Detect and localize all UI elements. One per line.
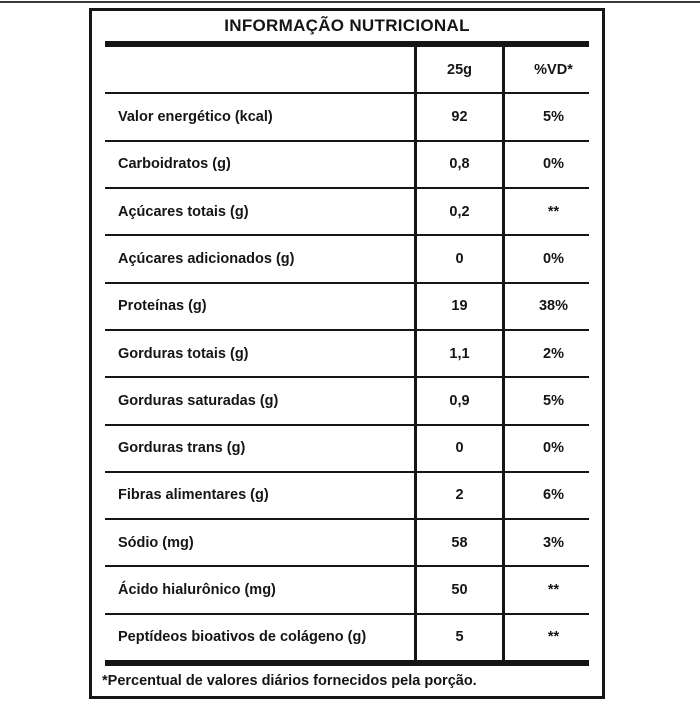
nutrient-row-fiber: Fibras alimentares (g) 2 6%	[92, 472, 602, 519]
row-divider	[105, 234, 589, 237]
nutrient-label: Carboidratos (g)	[118, 156, 231, 173]
nutrient-row-total-sugars: Açúcares totais (g) 0,2 **	[92, 188, 602, 235]
dv-value: 0%	[502, 141, 602, 187]
row-divider	[105, 328, 589, 331]
amount-value: 50	[414, 567, 502, 613]
row-divider	[105, 565, 589, 568]
dv-value: 38%	[502, 283, 602, 329]
nutrient-row-saturated-fat: Gorduras saturadas (g) 0,9 5%	[92, 378, 602, 424]
nutrient-row-carbs: Carboidratos (g) 0,8 0%	[92, 141, 602, 187]
dv-value: 2%	[502, 330, 602, 377]
table-title: INFORMAÇÃO NUTRICIONAL	[224, 16, 470, 35]
column-header-serving: 25g	[414, 47, 502, 93]
nutrient-label: Açúcares totais (g)	[118, 203, 249, 220]
row-divider	[105, 92, 589, 95]
amount-value: 2	[414, 472, 502, 519]
dv-value: 0%	[502, 425, 602, 471]
amount-value: 0,8	[414, 141, 502, 187]
nutrient-row-trans-fat: Gorduras trans (g) 0 0%	[92, 425, 602, 471]
nutrient-row-total-fat: Gorduras totais (g) 1,1 2%	[92, 330, 602, 377]
amount-value: 0,2	[414, 188, 502, 235]
amount-value: 0	[414, 236, 502, 282]
nutrient-row-collagen-peptides: Peptídeos bioativos de colágeno (g) 5 **	[92, 614, 602, 661]
footnote: *Percentual de valores diários fornecido…	[102, 673, 477, 690]
divider-thick-bottom	[105, 660, 589, 667]
dv-value: **	[502, 614, 602, 661]
image-top-edge-line	[0, 1, 700, 3]
nutrient-row-energy: Valor energético (kcal) 92 5%	[92, 94, 602, 140]
dv-value: **	[502, 188, 602, 235]
column-header-dv: %VD*	[502, 47, 602, 93]
dv-value: 6%	[502, 472, 602, 519]
amount-value: 0	[414, 425, 502, 471]
dv-value: 0%	[502, 236, 602, 282]
amount-value: 1,1	[414, 330, 502, 377]
nutrient-label: Gorduras trans (g)	[118, 440, 246, 457]
row-divider	[105, 376, 589, 379]
dv-value: **	[502, 567, 602, 613]
nutrient-label: Proteínas (g)	[118, 298, 207, 315]
amount-value: 19	[414, 283, 502, 329]
nutrient-row-protein: Proteínas (g) 19 38%	[92, 283, 602, 329]
amount-value: 0,9	[414, 378, 502, 424]
row-divider	[105, 612, 589, 615]
nutrient-label: Gorduras saturadas (g)	[118, 392, 279, 409]
nutrient-label: Gorduras totais (g)	[118, 345, 249, 362]
row-divider	[105, 518, 589, 521]
dv-value: 3%	[502, 520, 602, 566]
nutrient-label: Açúcares adicionados (g)	[118, 250, 295, 267]
row-divider	[105, 139, 589, 142]
dv-value: 5%	[502, 94, 602, 140]
divider-thick-top	[105, 41, 589, 47]
nutrient-label: Sódio (mg)	[118, 534, 194, 551]
amount-value: 58	[414, 520, 502, 566]
amount-value: 5	[414, 614, 502, 661]
nutrient-label: Peptídeos bioativos de colágeno (g)	[118, 629, 367, 646]
row-divider	[105, 281, 589, 284]
nutrient-row-sodium: Sódio (mg) 58 3%	[92, 520, 602, 566]
nutrition-facts-table: INFORMAÇÃO NUTRICIONAL 25g %VD* Valor en…	[89, 8, 605, 699]
row-divider	[105, 423, 589, 426]
header-row: 25g %VD*	[92, 47, 602, 93]
dv-value: 5%	[502, 378, 602, 424]
nutrient-row-added-sugars: Açúcares adicionados (g) 0 0%	[92, 236, 602, 282]
nutrient-label: Ácido hialurônico (mg)	[118, 582, 276, 599]
header-label-spacer	[92, 47, 414, 92]
row-divider	[105, 186, 589, 189]
amount-value: 92	[414, 94, 502, 140]
row-divider	[105, 470, 589, 473]
nutrient-label: Fibras alimentares (g)	[118, 487, 269, 504]
nutrient-label: Valor energético (kcal)	[118, 108, 273, 125]
nutrient-row-hyaluronic-acid: Ácido hialurônico (mg) 50 **	[92, 567, 602, 613]
